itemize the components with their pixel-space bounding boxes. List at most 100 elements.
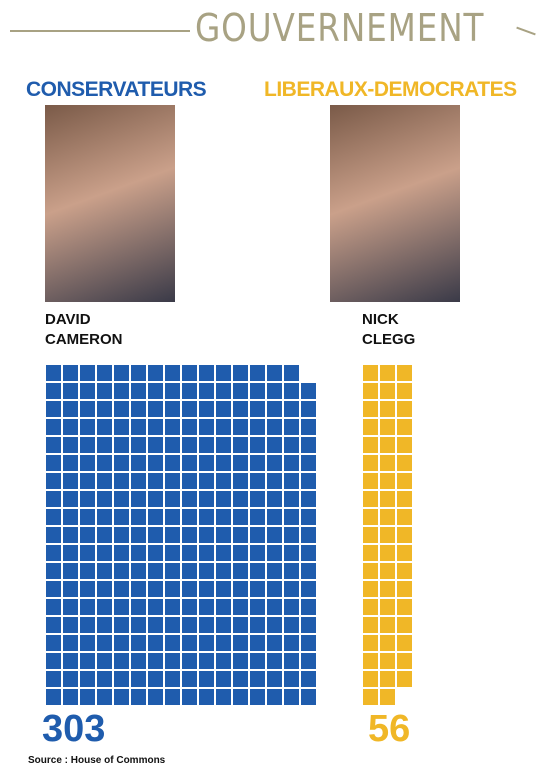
waffle-cell	[215, 364, 232, 382]
waffle-cell	[396, 382, 413, 400]
waffle-cell	[62, 670, 79, 688]
waffle-cell	[164, 634, 181, 652]
waffle-cell	[283, 616, 300, 634]
waffle-cell	[164, 670, 181, 688]
waffle-cell	[96, 454, 113, 472]
waffle-cell	[130, 490, 147, 508]
waffle-cell	[96, 616, 113, 634]
waffle-cell	[266, 634, 283, 652]
waffle-cell	[396, 616, 413, 634]
title-hook	[516, 26, 536, 36]
waffle-cell	[164, 472, 181, 490]
waffle-cell	[283, 670, 300, 688]
waffle-cell	[79, 436, 96, 454]
waffle-cell	[45, 508, 62, 526]
waffle-cell	[113, 580, 130, 598]
waffle-cell	[181, 454, 198, 472]
waffle-cell	[62, 418, 79, 436]
waffle-cell	[147, 652, 164, 670]
waffle-cell	[62, 580, 79, 598]
waffle-cell	[396, 454, 413, 472]
waffle-cell	[379, 472, 396, 490]
waffle-cell	[249, 670, 266, 688]
waffle-cell	[147, 472, 164, 490]
waffle-cell	[130, 418, 147, 436]
waffle-cell	[362, 580, 379, 598]
waffle-cell	[362, 418, 379, 436]
waffle-cell	[147, 580, 164, 598]
waffle-cell	[266, 490, 283, 508]
waffle-cell	[45, 454, 62, 472]
waffle-cell	[396, 634, 413, 652]
waffle-cell	[215, 670, 232, 688]
waffle-cell	[164, 580, 181, 598]
waffle-cell	[379, 598, 396, 616]
waffle-cell	[62, 454, 79, 472]
waffle-cell	[379, 454, 396, 472]
waffle-cell	[232, 364, 249, 382]
waffle-cell	[164, 508, 181, 526]
waffle-cell	[266, 652, 283, 670]
waffle-cell	[379, 652, 396, 670]
waffle-cell	[96, 400, 113, 418]
waffle-cell	[283, 490, 300, 508]
waffle-cell	[164, 364, 181, 382]
waffle-cell	[113, 418, 130, 436]
waffle-cell	[362, 400, 379, 418]
waffle-cell	[266, 544, 283, 562]
waffle-cell	[198, 670, 215, 688]
waffle-cell	[266, 616, 283, 634]
waffle-cell	[130, 526, 147, 544]
waffle-cell	[147, 436, 164, 454]
waffle-cell	[249, 364, 266, 382]
source: Source : House of Commons	[28, 755, 166, 766]
waffle-cell	[249, 652, 266, 670]
waffle-cell	[147, 454, 164, 472]
waffle-cell	[266, 364, 283, 382]
waffle-cell	[215, 400, 232, 418]
waffle-cell	[79, 400, 96, 418]
waffle-cell	[79, 508, 96, 526]
waffle-cell	[181, 364, 198, 382]
waffle-cell	[249, 562, 266, 580]
waffle-cell	[96, 652, 113, 670]
waffle-cell	[232, 580, 249, 598]
waffle-cell	[198, 598, 215, 616]
waffle-cell	[130, 580, 147, 598]
waffle-cell	[62, 562, 79, 580]
waffle-cell	[181, 436, 198, 454]
waffle-cell	[396, 472, 413, 490]
waffle-cell	[198, 580, 215, 598]
waffle-cell	[249, 598, 266, 616]
waffle-cell	[249, 508, 266, 526]
waffle-cell	[181, 508, 198, 526]
waffle-cell	[113, 436, 130, 454]
waffle-cell	[130, 454, 147, 472]
waffle-cell	[283, 418, 300, 436]
waffle-cell	[215, 598, 232, 616]
waffle-cell	[300, 598, 317, 616]
waffle-cell	[198, 562, 215, 580]
waffle-cell	[181, 670, 198, 688]
waffle-cell	[249, 580, 266, 598]
waffle-cell	[164, 616, 181, 634]
waffle-cell	[45, 472, 62, 490]
waffle-cell	[266, 436, 283, 454]
waffle-cell	[79, 688, 96, 706]
waffle-cell	[147, 526, 164, 544]
waffle-cell	[45, 598, 62, 616]
waffle-cell	[232, 652, 249, 670]
waffle-cell	[283, 526, 300, 544]
waffle-cell	[130, 544, 147, 562]
waffle-cell	[379, 382, 396, 400]
waffle-cell	[45, 562, 62, 580]
waffle-cell	[45, 670, 62, 688]
waffle-cell	[45, 652, 62, 670]
waffle-cell	[379, 544, 396, 562]
waffle-cell	[62, 652, 79, 670]
waffle-cell	[62, 436, 79, 454]
waffle-cell	[300, 634, 317, 652]
waffle-cell	[113, 634, 130, 652]
waffle-cell	[362, 544, 379, 562]
waffle-cell	[96, 526, 113, 544]
